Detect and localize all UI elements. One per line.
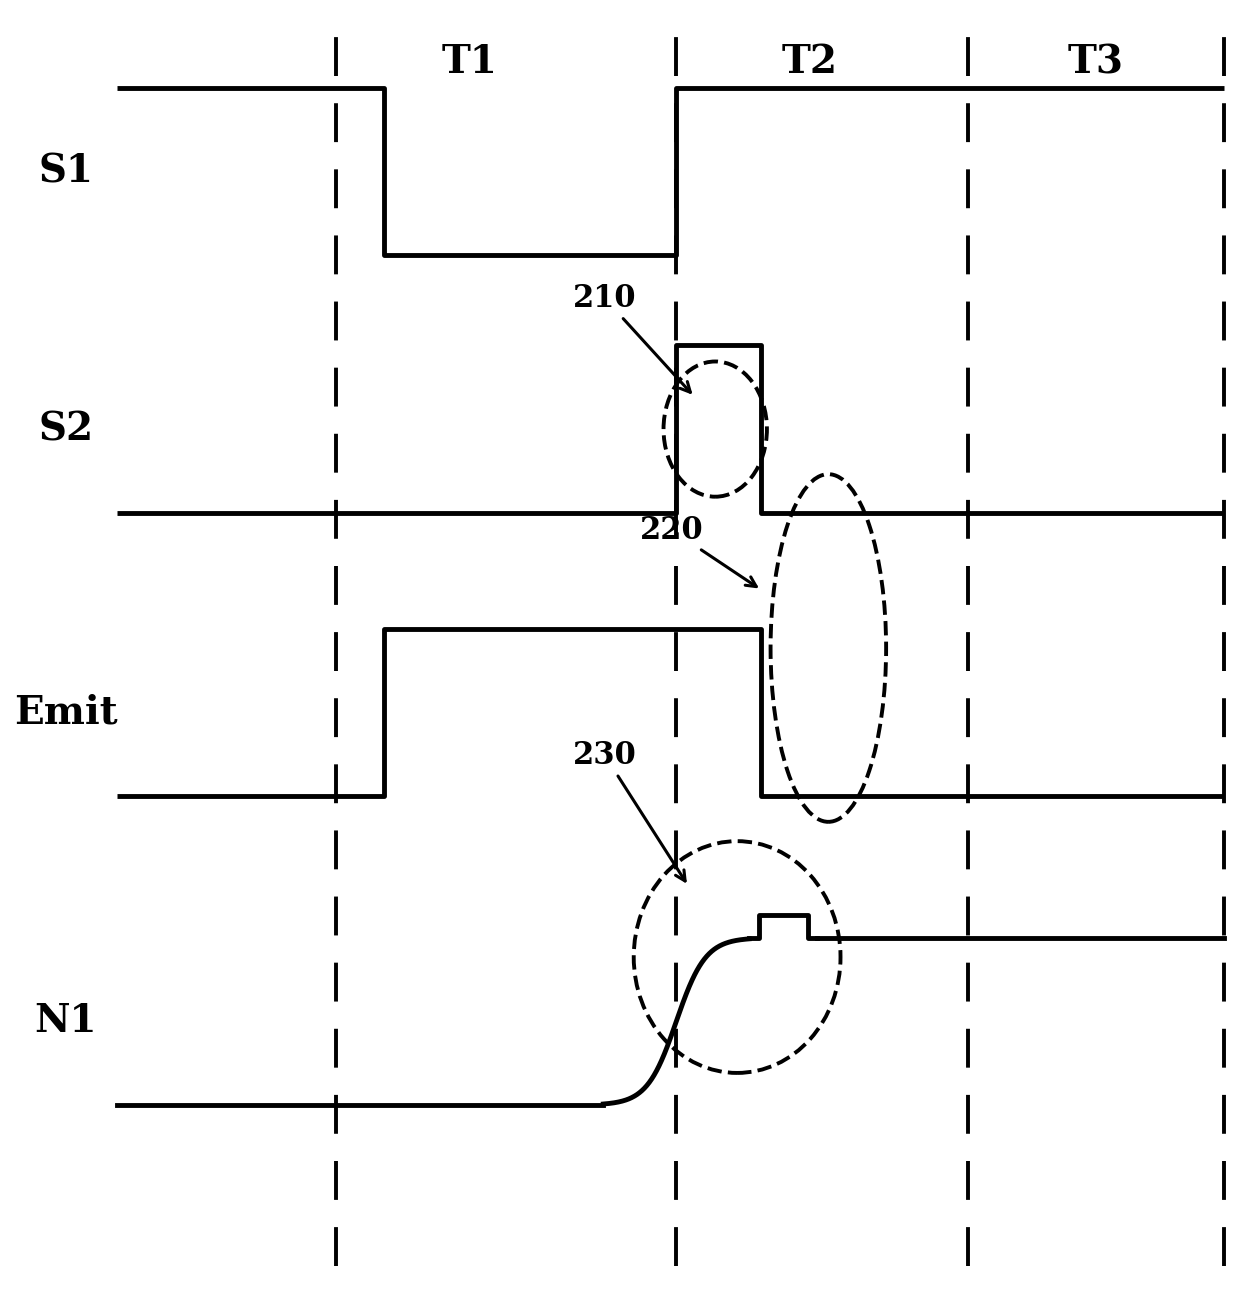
Text: S1: S1 <box>38 153 93 191</box>
Text: N1: N1 <box>35 1002 97 1041</box>
Text: Emit: Emit <box>14 693 118 731</box>
Text: 220: 220 <box>640 515 756 587</box>
Text: 210: 210 <box>573 283 691 393</box>
Text: T3: T3 <box>1068 43 1123 82</box>
Text: T2: T2 <box>782 43 838 82</box>
Text: S2: S2 <box>38 410 93 448</box>
Text: T1: T1 <box>441 43 497 82</box>
Text: 230: 230 <box>573 740 686 881</box>
